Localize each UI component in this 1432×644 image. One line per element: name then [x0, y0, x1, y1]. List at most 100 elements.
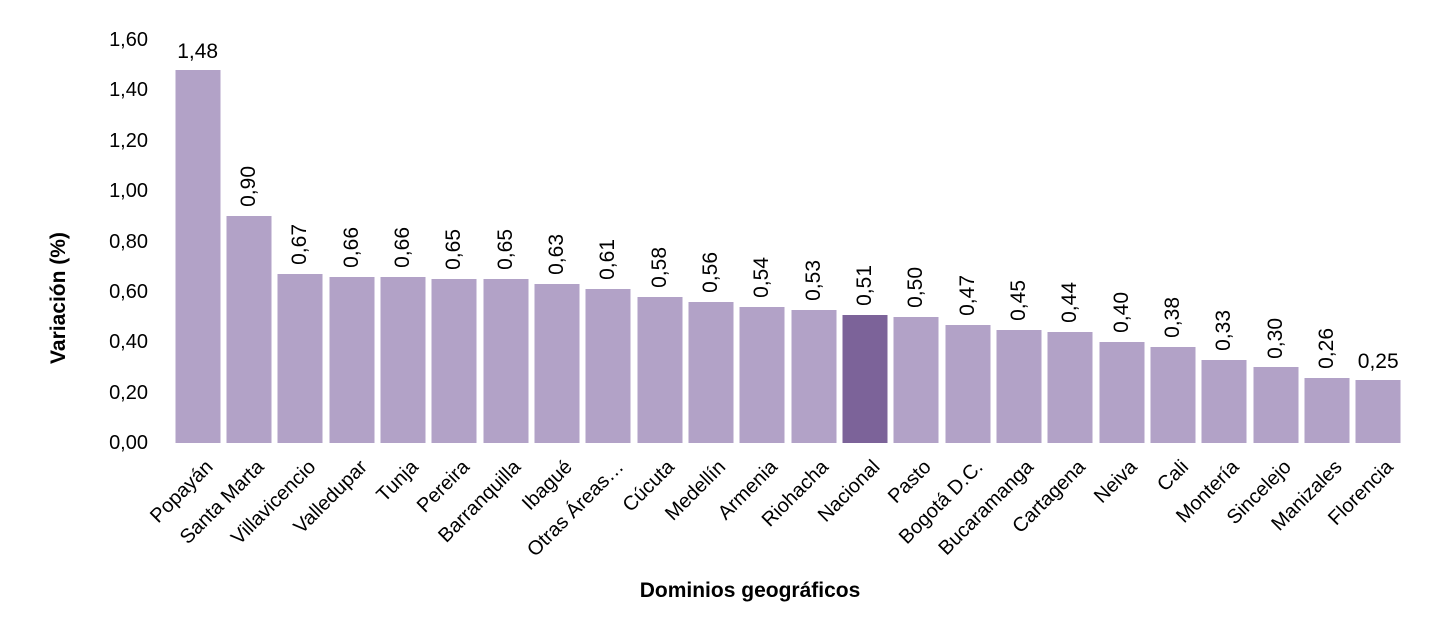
- bar-slot: 0,26: [1301, 40, 1352, 443]
- bar-value-label-wrap: 0,45: [993, 280, 1044, 321]
- bar-slot: 0,90: [223, 40, 274, 443]
- bar-regular: [637, 296, 683, 443]
- y-tick-label: 1,20: [109, 129, 148, 152]
- y-tick-label: 1,40: [109, 79, 148, 102]
- bar-regular: [534, 284, 580, 443]
- bar-slot: 0,67: [275, 40, 326, 443]
- category-label: Cali: [1152, 456, 1193, 496]
- bar-slot: 0,44: [1045, 40, 1096, 443]
- bar-value-label: 0,47: [955, 274, 979, 316]
- bar-slot: 0,65: [480, 40, 531, 443]
- y-tick-label: 0,00: [109, 432, 148, 454]
- y-axis-tick-labels: 0,00 0,20 0,40 0,60 0,80 1,00 1,20 1,40 1,60: [0, 30, 148, 453]
- bar-regular: [1099, 342, 1145, 443]
- bar-value-label: 0,38: [1160, 297, 1184, 339]
- category-label-slot: Barranquilla: [434, 456, 531, 606]
- category-label-slot: Neiva: [1090, 456, 1147, 606]
- y-tick-label: 1,60: [109, 29, 148, 51]
- category-label-slot: Valledupar: [289, 456, 377, 606]
- bar-value-label: 1,48: [177, 40, 219, 64]
- bar-value-label: 0,26: [1314, 327, 1338, 369]
- category-label-slot: Otras Áreas…: [523, 456, 634, 606]
- plot-area: 1,48 0,90 0,67 0,66 0,66 0,65 0,65 0,63 0,61 0,58…: [172, 40, 1404, 443]
- bar-value-label-wrap: 0,51: [839, 265, 890, 306]
- category-label-slot: Montería: [1173, 456, 1250, 606]
- bar-slot: 0,66: [326, 40, 377, 443]
- bar-value-label-wrap: 0,65: [429, 229, 480, 270]
- y-tick-label: 0,60: [109, 280, 148, 303]
- bar-value-label-wrap: 0,65: [480, 229, 531, 270]
- bar-value-label-wrap: 0,44: [1045, 282, 1096, 323]
- y-tick-label: 0,40: [109, 331, 148, 354]
- bar-value-label: 0,45: [1006, 279, 1030, 321]
- bar-value-label-wrap: 0,50: [891, 267, 942, 308]
- category-label-slot: Tunja: [372, 456, 428, 606]
- bar-regular: [996, 329, 1042, 443]
- bar-slot: 0,45: [993, 40, 1044, 443]
- bar-regular: [277, 274, 323, 443]
- bar-regular: [380, 276, 426, 443]
- bar-slot: 0,30: [1250, 40, 1301, 443]
- category-label-slot: Florencia: [1324, 456, 1404, 606]
- bar-value-label: 0,30: [1263, 317, 1287, 359]
- bar-regular: [945, 324, 991, 443]
- bar-regular: [1047, 332, 1093, 443]
- bar-value-label: 0,58: [647, 247, 671, 288]
- bar-regular: [1355, 380, 1401, 443]
- bar-regular: [688, 301, 734, 443]
- bar-value-label: 0,65: [442, 229, 466, 271]
- bar-regular: [1253, 367, 1299, 443]
- bar-regular: [1201, 359, 1247, 443]
- bar-slot: 0,65: [429, 40, 480, 443]
- bar-slot: 0,40: [1096, 40, 1147, 443]
- bar-slot: 1,48: [172, 40, 223, 443]
- bar-slot: 0,58: [634, 40, 685, 443]
- bar-value-label-wrap: 0,66: [326, 227, 377, 268]
- bar-value-label: 0,56: [698, 252, 722, 293]
- bar-value-label-wrap: 0,30: [1250, 318, 1301, 359]
- bar-value-label-wrap: 0,25: [1353, 350, 1404, 374]
- bar-value-label: 0,65: [493, 229, 517, 271]
- bar-value-label: 0,54: [750, 257, 774, 298]
- bar-value-label-wrap: 0,63: [531, 234, 582, 275]
- bar-slot: 0,61: [583, 40, 634, 443]
- bar-slot: 0,54: [737, 40, 788, 443]
- bar-value-label-wrap: 0,56: [685, 252, 736, 293]
- bar-value-label-wrap: 0,47: [942, 275, 993, 316]
- bar-slot: 0,25: [1353, 40, 1404, 443]
- category-label-slot: Cartagena: [1008, 456, 1096, 606]
- bar-value-label: 0,33: [1212, 310, 1236, 351]
- bar-regular: [585, 289, 631, 443]
- y-tick-label: 0,80: [109, 230, 148, 253]
- bar-value-label-wrap: 0,66: [377, 227, 428, 268]
- bar-value-label-wrap: 0,26: [1301, 328, 1352, 369]
- bar-regular: [1150, 347, 1196, 443]
- bar-value-label: 0,51: [852, 264, 876, 306]
- bar-value-label-wrap: 0,54: [737, 257, 788, 298]
- bar-slot: 0,53: [788, 40, 839, 443]
- bar-value-label-wrap: 0,33: [1199, 310, 1250, 351]
- bar-value-label: 0,66: [339, 226, 363, 268]
- category-label: Neiva: [1089, 456, 1142, 508]
- bar-regular: [893, 317, 939, 443]
- bar-value-label: 0,67: [288, 224, 312, 266]
- bar-value-label: 0,61: [596, 239, 620, 281]
- bar-value-label: 0,50: [904, 267, 928, 309]
- category-label-slot: Sincelejo: [1222, 456, 1301, 606]
- bar-value-label: 0,66: [390, 226, 414, 268]
- bar-regular: [329, 276, 375, 443]
- bar-regular: [483, 279, 529, 443]
- bar-regular: [739, 307, 785, 443]
- bar-regular: [175, 70, 221, 443]
- bar-slot: 0,51: [839, 40, 890, 443]
- bar-regular: [791, 309, 837, 443]
- bar-slot: 0,50: [891, 40, 942, 443]
- bar-regular: [1304, 377, 1350, 443]
- bar-value-label-wrap: 1,48: [172, 40, 223, 64]
- bar-value-label-wrap: 0,67: [275, 224, 326, 265]
- bar-value-label-wrap: 0,61: [583, 239, 634, 280]
- bar-highlighted: [842, 314, 888, 443]
- x-axis-title: Dominios geográficos: [639, 579, 861, 602]
- y-tick-label: 0,20: [109, 381, 148, 404]
- category-label-slot: Manizales: [1267, 456, 1352, 606]
